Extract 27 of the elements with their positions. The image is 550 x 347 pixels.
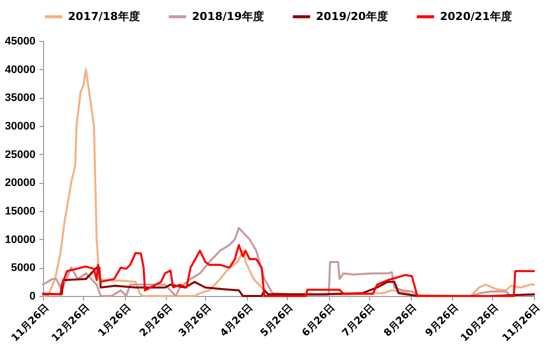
x-tick-label: 6月26日 bbox=[300, 302, 338, 340]
x-tick-label: 4月26日 bbox=[218, 302, 256, 340]
y-tick-label: 5000 bbox=[11, 262, 36, 274]
legend-label: 2017/18年度 bbox=[68, 10, 140, 23]
y-tick-label: 20000 bbox=[4, 177, 36, 190]
x-tick-label: 11月26日 bbox=[10, 302, 52, 344]
legend-label: 2018/19年度 bbox=[192, 10, 264, 23]
legend-label: 2019/20年度 bbox=[316, 10, 388, 23]
x-tick-label: 5月26日 bbox=[258, 302, 296, 340]
y-tick-label: 15000 bbox=[4, 206, 36, 218]
x-tick-label: 8月26日 bbox=[382, 302, 419, 340]
y-tick-label: 10000 bbox=[4, 234, 36, 246]
x-tick-label: 10月26日 bbox=[459, 302, 501, 344]
y-tick-label: 40000 bbox=[4, 64, 36, 76]
x-tick-label: 7月26日 bbox=[340, 302, 378, 340]
y-tick-label: 30000 bbox=[4, 120, 36, 132]
x-tick-label: 1月26日 bbox=[96, 302, 134, 340]
x-tick-label: 12月26日 bbox=[50, 302, 92, 344]
legend-label: 2020/21年度 bbox=[440, 10, 512, 23]
y-tick-label: 35000 bbox=[4, 92, 36, 104]
y-tick-label: 0 bbox=[29, 290, 36, 302]
y-tick-label: 45000 bbox=[4, 36, 36, 48]
x-tick-label: 2月26日 bbox=[138, 302, 175, 340]
x-tick-label: 3月26日 bbox=[176, 302, 214, 340]
x-tick-label: 9月26日 bbox=[424, 302, 460, 340]
y-tick-label: 25000 bbox=[4, 148, 36, 161]
x-tick-label: 11月26日 bbox=[500, 302, 542, 344]
